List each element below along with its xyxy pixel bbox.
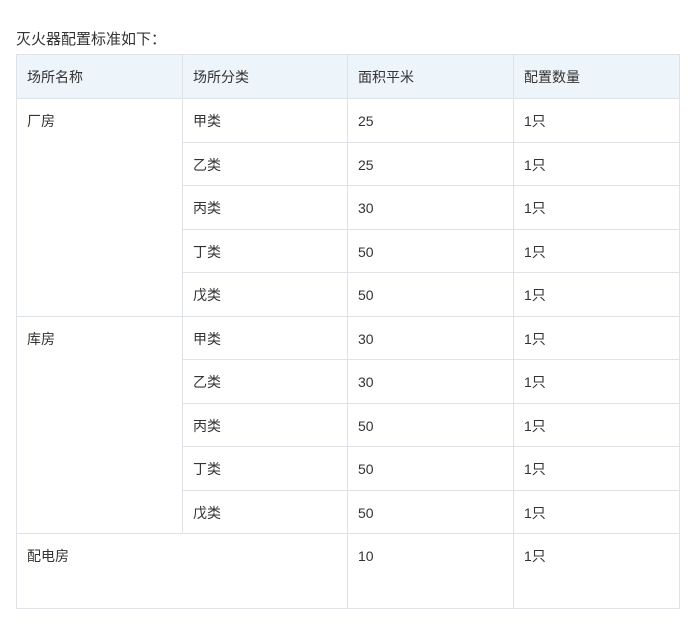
count-cell: 1只 — [513, 272, 680, 317]
count-cell: 1只 — [513, 228, 680, 273]
class-cell: 丁类 — [182, 446, 348, 491]
count-cell: 1只 — [513, 315, 680, 360]
count-cell: 1只 — [513, 98, 680, 143]
area-cell: 50 — [347, 228, 514, 273]
count-cell: 1只 — [513, 402, 680, 447]
table-header-row: 场所名称 场所分类 面积平米 配置数量 — [16, 54, 680, 99]
area-cell: 25 — [347, 98, 514, 143]
table-row: 丙类 50 1只 — [17, 402, 680, 447]
area-cell: 50 — [347, 402, 514, 447]
area-cell: 30 — [347, 359, 514, 404]
class-cell: 丙类 — [182, 185, 348, 230]
table-row: 丁类 50 1只 — [17, 446, 680, 491]
header-area: 面积平米 — [347, 54, 514, 99]
class-cell: 丙类 — [182, 402, 348, 447]
table-row: 丙类 30 1只 — [17, 185, 680, 230]
table-row: 戊类 50 1只 — [17, 489, 680, 534]
class-cell: 甲类 — [182, 98, 348, 143]
place-name-cell: 库房 — [16, 315, 183, 534]
area-cell: 30 — [347, 185, 514, 230]
class-cell: 戊类 — [182, 489, 348, 534]
table-row: 厂房 甲类 25 1只 — [16, 98, 680, 317]
table-row: 乙类 25 1只 — [17, 141, 680, 186]
class-cell: 乙类 — [182, 359, 348, 404]
place-name-cell: 配电房 — [16, 533, 348, 609]
class-cell: 戊类 — [182, 272, 348, 317]
area-cell: 25 — [347, 141, 514, 186]
area-cell: 50 — [347, 272, 514, 317]
table-row: 配电房 10 1只 — [16, 533, 680, 609]
fire-extinguisher-table: 场所名称 场所分类 面积平米 配置数量 厂房 甲类 25 1只 乙类 25 1只 丙类 30 1只… — [16, 54, 680, 609]
table-row: 乙类 30 1只 — [17, 359, 680, 404]
count-cell: 1只 — [513, 489, 680, 534]
count-cell: 1只 — [513, 446, 680, 491]
class-cell: 甲类 — [182, 315, 348, 360]
count-cell: 1只 — [513, 359, 680, 404]
class-cell: 乙类 — [182, 141, 348, 186]
area-cell: 10 — [347, 533, 514, 609]
area-cell: 30 — [347, 315, 514, 360]
header-count: 配置数量 — [513, 54, 680, 99]
area-cell: 50 — [347, 446, 514, 491]
section-title: 灭火器配置标准如下： — [16, 31, 167, 48]
count-cell: 1只 — [513, 533, 680, 609]
table-row: 戊类 50 1只 — [17, 272, 680, 317]
header-place-class: 场所分类 — [182, 54, 348, 99]
place-name-cell: 厂房 — [16, 98, 183, 317]
count-cell: 1只 — [513, 185, 680, 230]
class-cell: 丁类 — [182, 228, 348, 273]
count-cell: 1只 — [513, 141, 680, 186]
table-row: 库房 甲类 30 1只 — [16, 315, 680, 534]
table-row: 丁类 50 1只 — [17, 228, 680, 273]
area-cell: 50 — [347, 489, 514, 534]
header-place-name: 场所名称 — [16, 54, 183, 99]
